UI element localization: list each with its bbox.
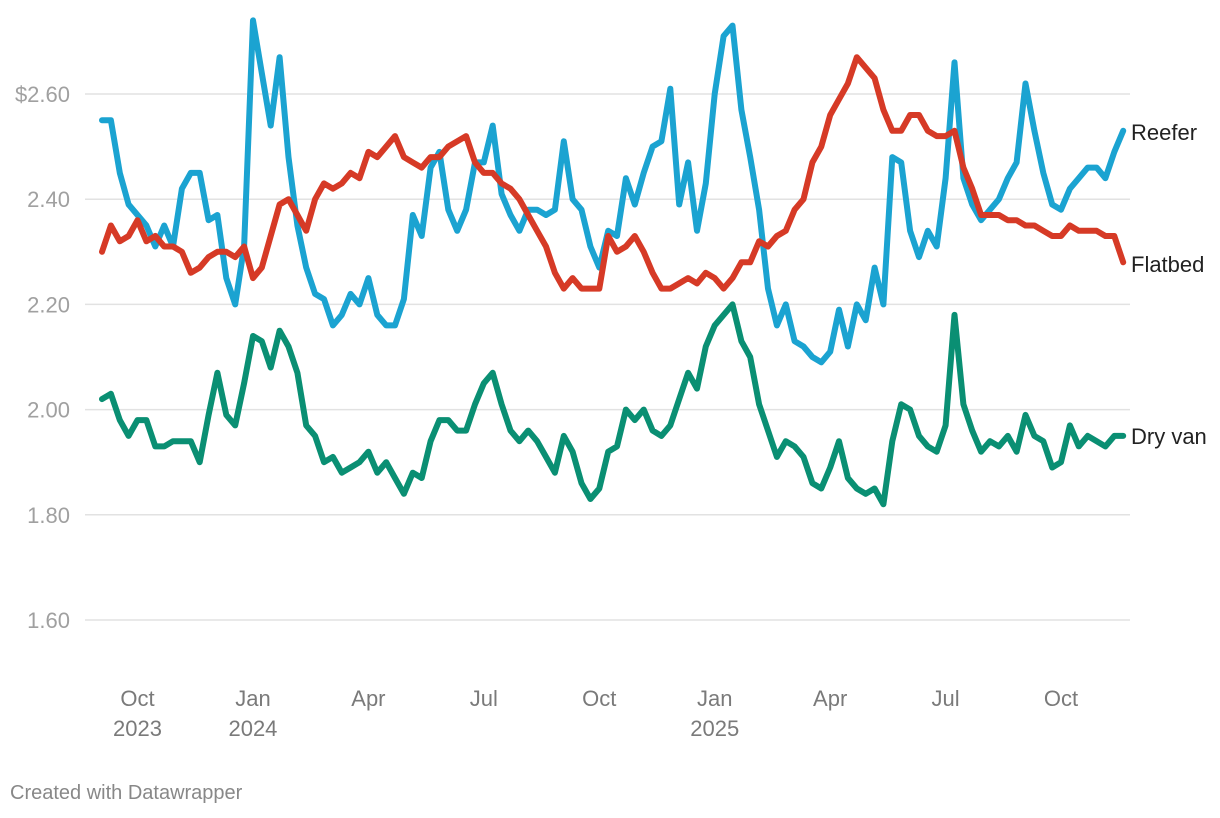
x-axis: Oct 2023 Jan 2024 Apr Jul Oct Jan 2025 Apr Jul Oct (113, 686, 1078, 741)
dry-van-label: Dry van (1131, 424, 1207, 449)
y-tick-label: 2.00 (27, 398, 70, 423)
dry-van-line (99, 301, 1127, 508)
x-tick-label: Apr (351, 686, 385, 711)
x-tick-label: Oct (582, 686, 616, 711)
x-tick-label: Apr (813, 686, 847, 711)
gridlines (85, 93, 1130, 621)
x-tick-year-label: 2025 (690, 716, 739, 741)
y-tick-label: 1.80 (27, 503, 70, 528)
flatbed-line (99, 54, 1127, 292)
x-tick-label: Jul (470, 686, 498, 711)
y-tick-label: 2.40 (27, 187, 70, 212)
y-tick-label: $2.60 (15, 82, 70, 107)
x-tick-label: Jan (697, 686, 732, 711)
y-tick-label: 2.20 (27, 292, 70, 317)
x-tick-year-label: 2023 (113, 716, 162, 741)
y-axis: $2.60 2.40 2.20 2.00 1.80 1.60 (15, 82, 70, 633)
x-tick-label: Oct (120, 686, 154, 711)
datawrapper-credit: Created with Datawrapper (10, 782, 243, 804)
series-lines (99, 17, 1127, 508)
flatbed-label: Flatbed (1131, 252, 1204, 277)
y-tick-label: 1.60 (27, 608, 70, 633)
x-tick-label: Jan (235, 686, 270, 711)
x-tick-year-label: 2024 (228, 716, 277, 741)
reefer-label: Reefer (1131, 120, 1197, 145)
reefer-line (99, 17, 1127, 366)
series-labels: Reefer Flatbed Dry van (1131, 120, 1207, 449)
x-tick-label: Oct (1044, 686, 1078, 711)
x-tick-label: Jul (932, 686, 960, 711)
